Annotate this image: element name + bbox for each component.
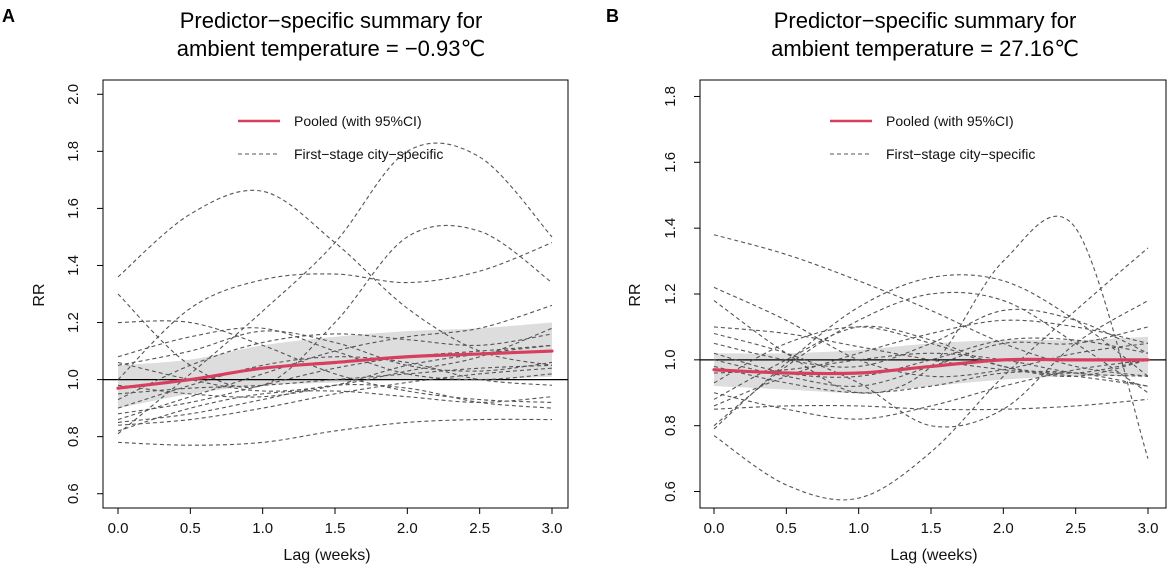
plot-area-a: 0.0 0.5 1.0 1.5 2.0 2.5 3.0 0.6 0.8 1.0 1.2 1.4 1.6 1… bbox=[65, 79, 569, 537]
y-tick-label-b-1.0: 1.0 bbox=[662, 349, 679, 370]
y-tick-label-a-1.6: 1.6 bbox=[65, 198, 82, 219]
x-tick-label-a-0.0: 0.0 bbox=[108, 520, 129, 537]
y-tick-label-a-1.8: 1.8 bbox=[65, 141, 82, 162]
city-series-line-a-9 bbox=[117, 304, 553, 421]
ylabel-b: RR bbox=[627, 283, 644, 306]
y-tick-label-b-1.6: 1.6 bbox=[662, 152, 679, 173]
legend-a: Pooled (with 95%CI) First−stage city−spec… bbox=[238, 113, 443, 162]
city-series-line-a-12 bbox=[117, 367, 553, 426]
city-series-line-a-4 bbox=[117, 242, 553, 380]
panel-a: A Predictor−specific summary for ambient… bbox=[2, 6, 569, 564]
legend-city-label-b: First−stage city−specific bbox=[886, 146, 1035, 162]
x-tick-label-b-3.0: 3.0 bbox=[1138, 520, 1159, 537]
city-series-line-b-18 bbox=[713, 319, 1149, 407]
city-series-line-b-1 bbox=[713, 234, 1149, 377]
title-b-line1: Predictor−specific summary for bbox=[774, 8, 1077, 33]
x-tick-label-a-1.5: 1.5 bbox=[325, 520, 346, 537]
city-series-line-b-17 bbox=[713, 326, 1149, 387]
x-tick-label-b-2.5: 2.5 bbox=[1065, 520, 1086, 537]
y-tick-label-b-0.8: 0.8 bbox=[662, 415, 679, 436]
legend-b: Pooled (with 95%CI) First−stage city−spec… bbox=[830, 113, 1035, 162]
pooled-ci-band-b bbox=[714, 336, 1148, 393]
city-series-line-b-2 bbox=[713, 274, 1149, 430]
y-tick-label-a-2.0: 2.0 bbox=[65, 84, 82, 105]
x-tick-label-b-0.5: 0.5 bbox=[776, 520, 797, 537]
x-tick-label-b-1.0: 1.0 bbox=[848, 520, 869, 537]
plot-frame-b bbox=[699, 79, 1167, 509]
panel-label-a: A bbox=[2, 6, 15, 26]
city-series-line-b-5 bbox=[713, 215, 1149, 459]
plot-frame-a bbox=[102, 79, 569, 509]
xlabel-b: Lag (weeks) bbox=[890, 547, 977, 564]
pooled-line-b bbox=[712, 357, 1150, 376]
panel-b: B Predictor−specific summary for ambient… bbox=[606, 6, 1167, 564]
y-tick-label-b-1.8: 1.8 bbox=[662, 86, 679, 107]
city-series-line-a-2 bbox=[117, 142, 553, 435]
city-series-line-a-18 bbox=[117, 384, 553, 423]
x-tick-label-b-0.0: 0.0 bbox=[704, 520, 725, 537]
city-series-line-b-4 bbox=[713, 286, 1149, 378]
x-tick-label-b-2.0: 2.0 bbox=[993, 520, 1014, 537]
y-tick-label-a-1.2: 1.2 bbox=[65, 312, 82, 333]
city-series-line-b-10 bbox=[713, 326, 1149, 387]
city-series-line-a-7 bbox=[117, 330, 553, 372]
city-series-line-a-11 bbox=[117, 364, 553, 395]
x-tick-label-b-1.5: 1.5 bbox=[921, 520, 942, 537]
plot-area-b: 0.0 0.5 1.0 1.5 2.0 2.5 3.0 0.6 0.8 1.0 1.2 1.4 1.6 1… bbox=[662, 79, 1167, 537]
x-tick-label-a-1.0: 1.0 bbox=[252, 520, 273, 537]
x-tick-label-a-0.5: 0.5 bbox=[180, 520, 201, 537]
x-tick-label-a-3.0: 3.0 bbox=[542, 520, 563, 537]
city-series-line-a-5 bbox=[117, 320, 553, 403]
pooled-ci-band-a bbox=[118, 322, 552, 409]
pooled-line-a bbox=[116, 349, 554, 390]
title-a-line2: ambient temperature = −0.93℃ bbox=[177, 36, 485, 61]
city-series-line-b-14 bbox=[713, 398, 1149, 411]
city-series-line-a-8 bbox=[117, 333, 553, 401]
y-tick-label-a-0.8: 0.8 bbox=[65, 426, 82, 447]
y-tick-label-b-1.2: 1.2 bbox=[662, 284, 679, 305]
city-series-line-a-10 bbox=[117, 344, 553, 415]
x-tick-label-a-2.5: 2.5 bbox=[469, 520, 490, 537]
ylabel-a: RR bbox=[31, 283, 48, 306]
legend-city-label-a: First−stage city−specific bbox=[294, 146, 443, 162]
city-series-line-b-11 bbox=[713, 359, 1149, 420]
legend-pooled-label-b: Pooled (with 95%CI) bbox=[886, 113, 1014, 129]
panel-label-b: B bbox=[606, 6, 619, 26]
y-tick-label-a-0.6: 0.6 bbox=[65, 483, 82, 504]
y-tick-label-b-1.4: 1.4 bbox=[662, 218, 679, 239]
city-series-line-a-14 bbox=[117, 390, 553, 432]
xlabel-a: Lag (weeks) bbox=[283, 547, 370, 564]
title-a-line1: Predictor−specific summary for bbox=[180, 8, 483, 33]
city-series-line-b-6 bbox=[713, 247, 1149, 501]
title-b-line2: ambient temperature = 27.16℃ bbox=[771, 36, 1079, 61]
legend-pooled-label-a: Pooled (with 95%CI) bbox=[294, 113, 422, 129]
y-tick-label-a-1.4: 1.4 bbox=[65, 255, 82, 276]
y-tick-label-b-0.6: 0.6 bbox=[662, 481, 679, 502]
city-series-line-a-13 bbox=[117, 418, 553, 446]
y-tick-label-a-1.0: 1.0 bbox=[65, 369, 82, 390]
x-tick-label-a-2.0: 2.0 bbox=[397, 520, 418, 537]
city-series-line-b-16 bbox=[713, 365, 1149, 394]
